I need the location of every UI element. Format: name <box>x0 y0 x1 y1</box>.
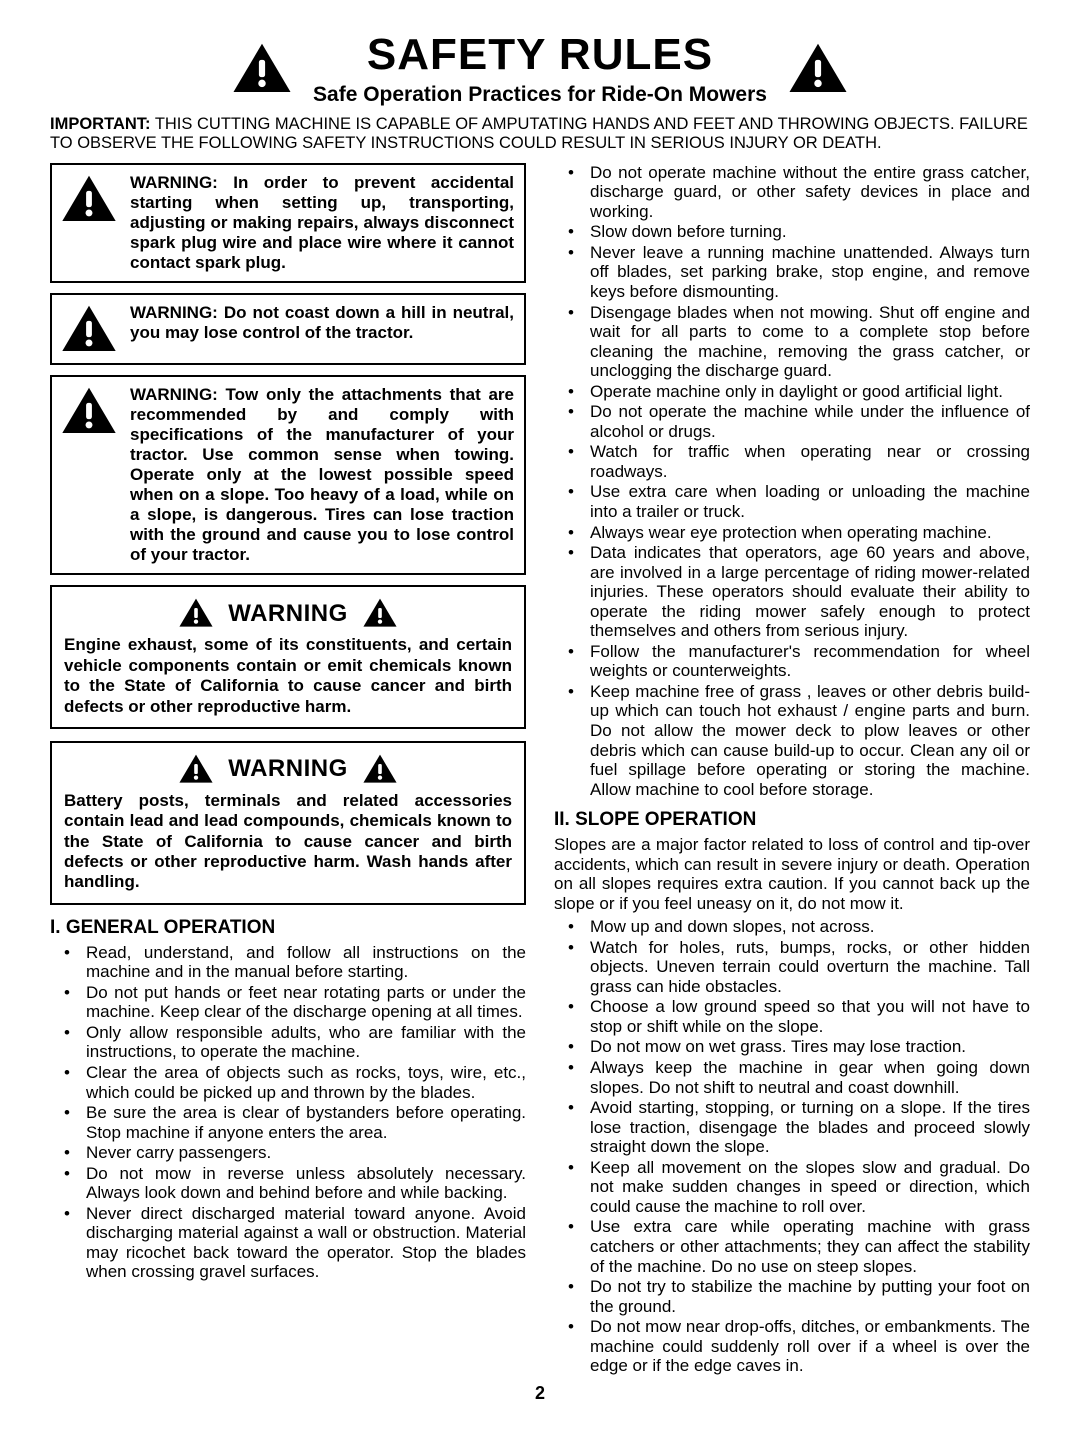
warning-box: WARNING: Do not coast down a hill in neu… <box>50 293 526 365</box>
list-item: Do not mow near drop-offs, ditches, or e… <box>554 1317 1030 1376</box>
list-item: Watch for traffic when operating near or… <box>554 442 1030 481</box>
warning-icon <box>178 597 214 629</box>
list-item: Do not operate machine without the entir… <box>554 163 1030 222</box>
list-item: Do not operate the machine while under t… <box>554 402 1030 441</box>
warning-icon <box>60 173 118 225</box>
warning-icon <box>231 41 293 96</box>
list-item: Always keep the machine in gear when goi… <box>554 1058 1030 1097</box>
list-item: Watch for holes, ruts, bumps, rocks, or … <box>554 938 1030 997</box>
list-item: Never leave a running machine unattended… <box>554 243 1030 302</box>
warning-icon <box>362 753 398 785</box>
warning-icon <box>60 385 118 437</box>
ca-warning-text: Engine exhaust, some of its constituents… <box>64 635 512 717</box>
ca-warning-text: Battery posts, terminals and related acc… <box>64 791 512 893</box>
ca-warning-title: WARNING <box>228 600 348 628</box>
california-warning-box: WARNING Battery posts, terminals and rel… <box>50 741 526 905</box>
warning-icon <box>60 303 118 355</box>
list-item: Always wear eye protection when operatin… <box>554 523 1030 543</box>
left-column: WARNING: In order to prevent accidental … <box>50 163 526 1377</box>
important-notice: IMPORTANT: THIS CUTTING MACHINE IS CAPAB… <box>50 115 1030 153</box>
warning-body: Tow only the attachments that are recomm… <box>130 385 514 564</box>
warning-head: WARNING: <box>130 173 218 192</box>
list-item: Do not put hands or feet near rotating p… <box>50 983 526 1022</box>
content-columns: WARNING: In order to prevent accidental … <box>50 163 1030 1377</box>
list-item: Disengage blades when not mowing. Shut o… <box>554 303 1030 381</box>
list-item: Never carry passengers. <box>50 1143 526 1163</box>
list-item: Keep all movement on the slopes slow and… <box>554 1158 1030 1217</box>
list-item: Slow down before turning. <box>554 222 1030 242</box>
list-item: Be sure the area is clear of bystanders … <box>50 1103 526 1142</box>
ca-warning-title: WARNING <box>228 755 348 783</box>
list-item: Do not try to stabilize the machine by p… <box>554 1277 1030 1316</box>
important-label: IMPORTANT: <box>50 115 151 133</box>
list-item: Keep machine free of grass , leaves or o… <box>554 682 1030 799</box>
page-number: 2 <box>50 1383 1030 1404</box>
section-title-general: I. GENERAL OPERATION <box>50 917 526 939</box>
important-body: THIS CUTTING MACHINE IS CAPABLE OF AMPUT… <box>50 115 1028 152</box>
warning-icon <box>362 597 398 629</box>
list-item: Avoid starting, stopping, or turning on … <box>554 1098 1030 1157</box>
list-item: Operate machine only in daylight or good… <box>554 382 1030 402</box>
warning-icon <box>178 753 214 785</box>
list-item: Use extra care while operating machine w… <box>554 1217 1030 1276</box>
list-item: Follow the manufacturer's recommendation… <box>554 642 1030 681</box>
right-column: Do not operate machine without the entir… <box>554 163 1030 1377</box>
page-header: SAFETY RULES Safe Operation Practices fo… <box>50 30 1030 107</box>
warning-head: WARNING: <box>130 303 218 322</box>
california-warning-box: WARNING Engine exhaust, some of its cons… <box>50 585 526 729</box>
list-item: Use extra care when loading or unloading… <box>554 482 1030 521</box>
general-list-left: Read, understand, and follow all instruc… <box>50 943 526 1282</box>
subtitle: Safe Operation Practices for Ride-On Mow… <box>313 83 767 107</box>
warning-box: WARNING: Tow only the attachments that a… <box>50 375 526 575</box>
list-item: Data indicates that operators, age 60 ye… <box>554 543 1030 641</box>
warning-icon <box>787 41 849 96</box>
list-item: Never direct discharged material toward … <box>50 1204 526 1282</box>
list-item: Only allow responsible adults, who are f… <box>50 1023 526 1062</box>
list-item: Choose a low ground speed so that you wi… <box>554 997 1030 1036</box>
slope-intro: Slopes are a major factor related to los… <box>554 835 1030 913</box>
main-title: SAFETY RULES <box>313 30 767 81</box>
list-item: Mow up and down slopes, not across. <box>554 917 1030 937</box>
section-title-slope: II. SLOPE OPERATION <box>554 809 1030 831</box>
slope-list: Mow up and down slopes, not across.Watch… <box>554 917 1030 1376</box>
list-item: Read, understand, and follow all instruc… <box>50 943 526 982</box>
general-list-right: Do not operate machine without the entir… <box>554 163 1030 800</box>
list-item: Do not mow on wet grass. Tires may lose … <box>554 1037 1030 1057</box>
warning-box: WARNING: In order to prevent accidental … <box>50 163 526 283</box>
warning-head: WARNING: <box>130 385 218 404</box>
list-item: Clear the area of objects such as rocks,… <box>50 1063 526 1102</box>
list-item: Do not mow in reverse unless absolutely … <box>50 1164 526 1203</box>
